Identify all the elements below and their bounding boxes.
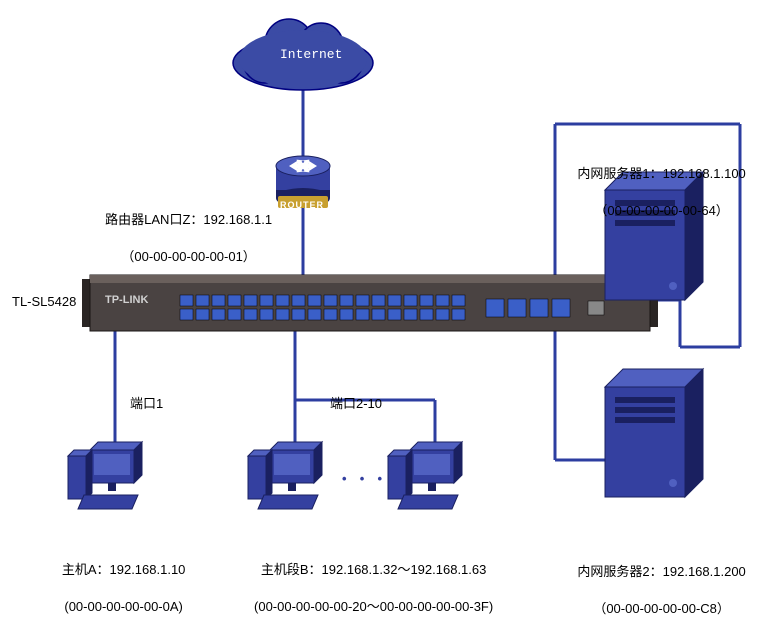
host-a-icon xyxy=(68,442,142,509)
hostB-l1: 主机段B：192.168.1.32～192.168.1.63 xyxy=(261,562,486,577)
server1-l1: 内网服务器1：192.168.1.100 xyxy=(577,166,745,181)
port1-label: 端口1 xyxy=(130,395,163,413)
hostA-l2: (00-00-00-00-00-0A) xyxy=(64,599,183,614)
hostA-l1: 主机A：192.168.1.10 xyxy=(62,562,186,577)
host-b-first-icon xyxy=(248,442,322,509)
server2-l2: （00-00-00-00-00-C8） xyxy=(593,601,730,616)
router-label: ROUTER xyxy=(280,199,324,212)
server1-l2: （00-00-00-00-00-64） xyxy=(594,203,728,218)
router-caption-l1: 路由器LAN口Z：192.168.1.1 xyxy=(105,212,272,227)
router-caption: 路由器LAN口Z：192.168.1.1 （00-00-00-00-00-01） xyxy=(90,193,280,266)
port2-10-label: 端口2-10 xyxy=(330,395,382,413)
internet-label: Internet xyxy=(280,46,342,64)
dots: • • • • • xyxy=(342,470,420,488)
hostB-l2: (00-00-00-00-00-20～00-00-00-00-00-3F) xyxy=(254,599,493,614)
switch-model-label: TL-SL5428 xyxy=(12,293,76,311)
server2-caption: 内网服务器2：192.168.1.200 （00-00-00-00-00-C8） xyxy=(553,545,763,618)
server1-caption: 内网服务器1：192.168.1.100 （00-00-00-00-00-64） xyxy=(553,147,763,220)
server2-icon xyxy=(605,369,703,497)
switch-brand: TP-LINK xyxy=(105,293,148,308)
network-switch xyxy=(82,275,658,331)
router-caption-l2: （00-00-00-00-00-01） xyxy=(121,249,255,264)
hostA-caption: 主机A：192.168.1.10 (00-00-00-00-00-0A) xyxy=(35,543,205,616)
server2-l1: 内网服务器2：192.168.1.200 xyxy=(577,564,745,579)
hostB-caption: 主机段B：192.168.1.32～192.168.1.63 (00-00-00… xyxy=(210,543,530,616)
